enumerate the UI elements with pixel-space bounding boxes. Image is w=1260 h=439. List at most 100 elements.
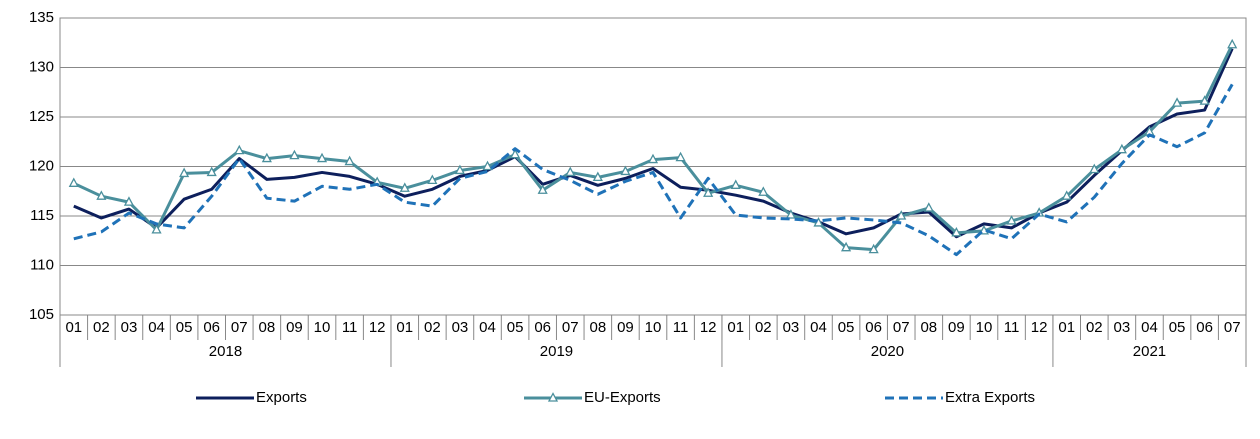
y-tick-label: 110 bbox=[30, 256, 54, 273]
point-marker bbox=[123, 196, 135, 206]
point-marker bbox=[592, 171, 603, 182]
point-marker bbox=[1006, 215, 1017, 225]
point-marker bbox=[565, 166, 576, 177]
x-tick-label: 10 bbox=[976, 319, 993, 336]
x-group-label: 2021 bbox=[1133, 343, 1166, 360]
x-tick-label: 08 bbox=[589, 319, 606, 336]
point-marker bbox=[840, 241, 852, 252]
point-marker bbox=[868, 243, 879, 254]
legend-label: Extra Exports bbox=[945, 389, 1035, 406]
point-marker bbox=[206, 166, 217, 177]
x-tick-label: 02 bbox=[93, 319, 110, 336]
point-marker bbox=[510, 148, 521, 159]
x-tick-label: 09 bbox=[286, 319, 303, 336]
x-tick-label: 06 bbox=[534, 319, 551, 336]
x-tick-label: 05 bbox=[1169, 319, 1186, 336]
point-marker bbox=[758, 186, 769, 196]
x-tick-label: 01 bbox=[396, 319, 413, 336]
x-tick-label: 07 bbox=[562, 319, 579, 336]
point-marker bbox=[1227, 38, 1238, 49]
x-tick-label: 06 bbox=[865, 319, 882, 336]
x-tick-label: 06 bbox=[203, 319, 220, 336]
x-tick-label: 12 bbox=[1031, 319, 1048, 336]
x-group-label: 2018 bbox=[209, 343, 242, 360]
point-marker bbox=[234, 144, 245, 155]
point-marker bbox=[1116, 143, 1127, 154]
point-marker bbox=[1199, 95, 1210, 105]
point-marker bbox=[289, 149, 300, 160]
x-tick-label: 02 bbox=[1086, 319, 1103, 336]
x-tick-label: 12 bbox=[369, 319, 386, 336]
point-marker bbox=[537, 184, 548, 194]
x-tick-label: 03 bbox=[1114, 319, 1131, 336]
point-marker bbox=[316, 152, 328, 163]
point-marker bbox=[703, 187, 714, 197]
x-tick-label: 07 bbox=[1224, 319, 1241, 336]
point-marker bbox=[454, 164, 466, 175]
point-marker bbox=[261, 152, 272, 163]
point-marker bbox=[482, 160, 493, 171]
x-tick-label: 07 bbox=[893, 319, 910, 336]
x-tick-label: 03 bbox=[783, 319, 800, 336]
series-line bbox=[73, 83, 1234, 257]
point-marker bbox=[1171, 97, 1183, 107]
y-tick-label: 120 bbox=[29, 157, 54, 174]
point-marker bbox=[68, 177, 79, 187]
x-tick-label: 08 bbox=[259, 319, 276, 336]
x-tick-label: 04 bbox=[479, 319, 496, 336]
x-tick-label: 09 bbox=[617, 319, 634, 336]
y-tick-label: 135 bbox=[29, 9, 54, 26]
point-marker bbox=[647, 153, 659, 164]
point-marker bbox=[896, 210, 907, 220]
y-tick-label: 115 bbox=[30, 207, 54, 224]
x-group-label: 2020 bbox=[871, 343, 904, 360]
x-tick-label: 01 bbox=[1058, 319, 1075, 336]
legend-marker bbox=[547, 392, 559, 402]
x-tick-label: 10 bbox=[645, 319, 662, 336]
x-tick-label: 05 bbox=[838, 319, 855, 336]
y-tick-label: 130 bbox=[29, 58, 54, 75]
series-line bbox=[73, 48, 1234, 239]
y-tick-label: 105 bbox=[29, 306, 54, 323]
x-group-label: 2019 bbox=[540, 343, 573, 360]
x-tick-label: 03 bbox=[452, 319, 469, 336]
point-marker bbox=[96, 190, 107, 200]
point-marker bbox=[620, 165, 631, 176]
x-tick-label: 11 bbox=[673, 319, 689, 336]
point-marker bbox=[1089, 163, 1100, 174]
x-tick-label: 01 bbox=[65, 319, 82, 336]
plot-frame bbox=[59, 17, 1247, 316]
point-marker bbox=[399, 182, 410, 192]
point-marker bbox=[427, 174, 438, 185]
x-tick-label: 04 bbox=[1141, 319, 1158, 336]
point-marker bbox=[1061, 190, 1072, 200]
x-tick-label: 04 bbox=[810, 319, 827, 336]
x-tick-label: 07 bbox=[231, 319, 248, 336]
x-tick-label: 08 bbox=[920, 319, 937, 336]
point-marker bbox=[675, 151, 686, 162]
point-marker bbox=[179, 167, 190, 178]
point-marker bbox=[923, 202, 934, 212]
x-tick-label: 06 bbox=[1196, 319, 1213, 336]
y-tick-label: 125 bbox=[29, 108, 54, 125]
x-tick-label: 11 bbox=[1004, 319, 1020, 336]
x-tick-label: 03 bbox=[121, 319, 138, 336]
x-tick-label: 05 bbox=[176, 319, 193, 336]
x-tick-label: 02 bbox=[424, 319, 441, 336]
point-marker bbox=[951, 226, 962, 237]
point-marker bbox=[785, 209, 796, 219]
x-tick-label: 01 bbox=[727, 319, 744, 336]
x-tick-label: 05 bbox=[507, 319, 524, 336]
x-tick-label: 09 bbox=[948, 319, 965, 336]
point-marker bbox=[730, 179, 741, 189]
point-marker bbox=[151, 223, 162, 234]
series-line bbox=[73, 44, 1234, 252]
x-tick-label: 04 bbox=[148, 319, 165, 336]
x-tick-label: 11 bbox=[342, 319, 358, 336]
legend-label: Exports bbox=[256, 389, 307, 406]
point-marker bbox=[344, 155, 355, 166]
x-tick-label: 10 bbox=[314, 319, 331, 336]
x-tick-label: 12 bbox=[700, 319, 717, 336]
x-tick-label: 02 bbox=[755, 319, 772, 336]
